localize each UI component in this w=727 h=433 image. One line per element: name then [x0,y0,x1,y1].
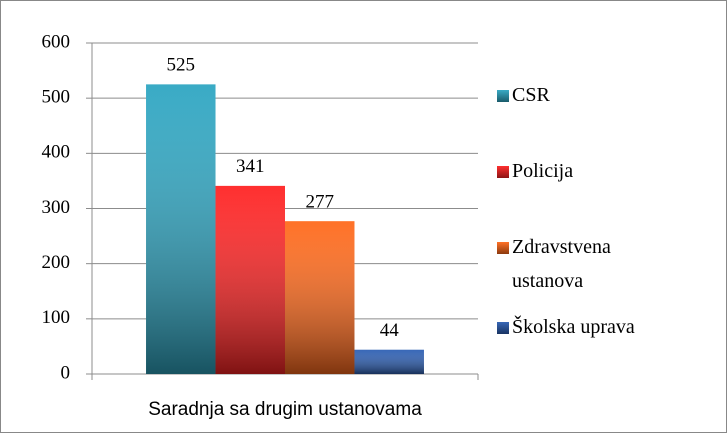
y-tick-label: 0 [61,362,71,383]
legend-entry: Policija [497,154,712,188]
legend-label: Školska uprava [512,316,635,338]
y-tick-label: 500 [42,87,71,108]
legend-entry: Zdravstvena ustanova [497,230,652,298]
data-label: 277 [305,192,334,213]
y-tick-label: 200 [42,252,71,273]
bar-shade [354,349,424,374]
data-label: 341 [236,156,265,177]
legend-label: Zdravstvena ustanova [512,236,611,292]
bar-shade [285,221,355,374]
data-label: 525 [167,55,196,76]
y-tick-label: 100 [42,307,71,328]
y-tick-label: 400 [42,142,71,163]
data-label: 44 [380,320,400,341]
legend-label: CSR [512,84,550,106]
legend-entry: Školska uprava [497,310,712,344]
legend-swatch [497,242,509,254]
legend-label: Policija [512,160,574,182]
y-tick-label: 300 [42,197,71,218]
legend-swatch [497,166,509,178]
bar-shade [215,185,285,374]
legend-swatch [497,322,509,334]
y-tick-label: 600 [42,31,71,52]
legend-entry: CSR [497,78,712,112]
legend-swatch [497,90,509,102]
x-tick-label: Saradnja sa drugim ustanovama [148,399,422,420]
bar-shade [146,84,216,374]
